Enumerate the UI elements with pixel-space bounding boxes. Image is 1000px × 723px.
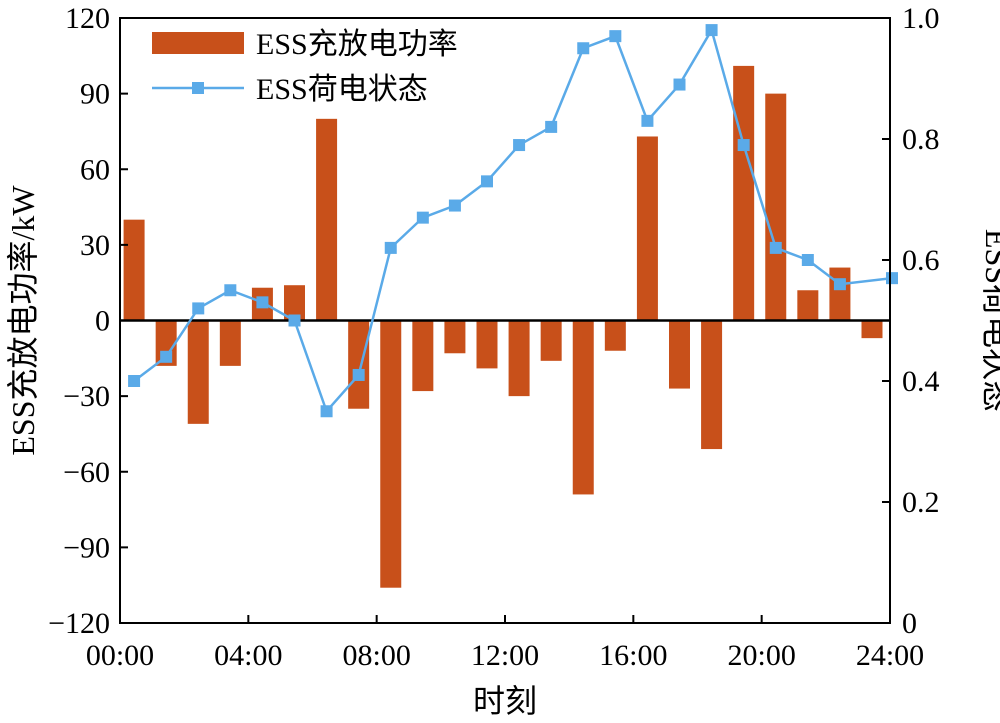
power-bar (219, 320, 241, 366)
power-bar (669, 320, 690, 389)
power-bar (572, 320, 594, 495)
x-axis-title: 时刻 (473, 683, 537, 719)
y-right-tick-label: 1.0 (902, 2, 940, 35)
y-left-tick-label: 120 (65, 2, 110, 35)
power-bar (701, 320, 723, 450)
power-bar (861, 320, 883, 339)
legend-bar-label: ESS充放电功率 (256, 28, 458, 61)
soc-point (160, 350, 173, 363)
x-tick-label: 08:00 (342, 639, 410, 672)
power-bar (797, 290, 819, 321)
y-axis-left-title: ESS充放电功率/kW (5, 185, 41, 456)
y-left-tick-label: 30 (80, 229, 110, 262)
power-bar (316, 118, 338, 321)
y-left-tick-label: 60 (80, 153, 110, 186)
legend-line-label: ESS荷电状态 (256, 73, 428, 106)
power-bar (412, 320, 434, 392)
power-bar (123, 219, 145, 321)
soc-point (128, 375, 141, 387)
y-right-tick-label: 0 (902, 607, 917, 640)
x-tick-label: 24:00 (856, 639, 924, 672)
power-bars (123, 65, 883, 588)
tick-labels: 1209060300−30−60−90−1201.00.80.60.40.200… (48, 2, 939, 672)
soc-point (416, 211, 429, 224)
y-right-tick-label: 0.2 (902, 486, 940, 519)
x-tick-label: 12:00 (471, 639, 539, 672)
soc-point (320, 405, 333, 418)
power-bar (476, 320, 498, 369)
y-left-tick-label: 0 (95, 305, 110, 338)
y-right-tick-label: 0.8 (902, 123, 940, 156)
power-bar (444, 320, 466, 354)
soc-line-layer (128, 24, 898, 418)
soc-point (545, 120, 558, 133)
y-right-tick-label: 0.4 (902, 365, 940, 398)
power-bar (636, 136, 658, 321)
legend-bar-swatch (152, 32, 244, 54)
x-tick-label: 16:00 (599, 639, 667, 672)
power-bar (380, 320, 402, 588)
soc-point (609, 30, 622, 43)
power-bar (284, 285, 305, 321)
power-bar (187, 320, 209, 424)
y-left-tick-label: −30 (63, 380, 110, 413)
soc-point (673, 78, 686, 91)
power-bar (540, 320, 562, 361)
legend: ESS充放电功率 ESS荷电状态 (152, 28, 458, 106)
y-right-tick-label: 0.6 (902, 244, 940, 277)
soc-point (384, 241, 397, 254)
soc-point (705, 24, 718, 37)
power-bar (604, 320, 626, 351)
soc-point (513, 139, 526, 152)
y-left-tick-label: −60 (63, 456, 110, 489)
y-left-tick-label: −90 (63, 531, 110, 564)
soc-point (577, 42, 590, 55)
power-bar (829, 267, 851, 321)
soc-point (769, 241, 782, 254)
soc-point (801, 254, 814, 266)
power-bar (348, 320, 370, 409)
y-left-tick-label: −120 (48, 607, 110, 640)
soc-point (737, 139, 750, 152)
legend-line-marker (192, 82, 204, 94)
x-tick-label: 04:00 (214, 639, 282, 672)
soc-point (192, 302, 205, 315)
y-axis-right-title: ESS荷电状态 (979, 229, 1000, 412)
soc-point (224, 284, 237, 297)
soc-point (481, 175, 493, 188)
soc-point (833, 278, 846, 291)
soc-point (352, 368, 365, 381)
soc-point (886, 272, 898, 285)
y-left-tick-label: 90 (80, 78, 110, 111)
soc-point (641, 114, 654, 127)
power-bar (733, 65, 755, 321)
x-tick-label: 20:00 (727, 639, 795, 672)
soc-point (256, 296, 269, 309)
power-bar (508, 320, 530, 397)
soc-point (448, 199, 461, 212)
x-tick-label: 00:00 (86, 639, 154, 672)
soc-point (288, 314, 301, 327)
axis-ticks (119, 17, 891, 624)
power-bar (765, 93, 787, 321)
